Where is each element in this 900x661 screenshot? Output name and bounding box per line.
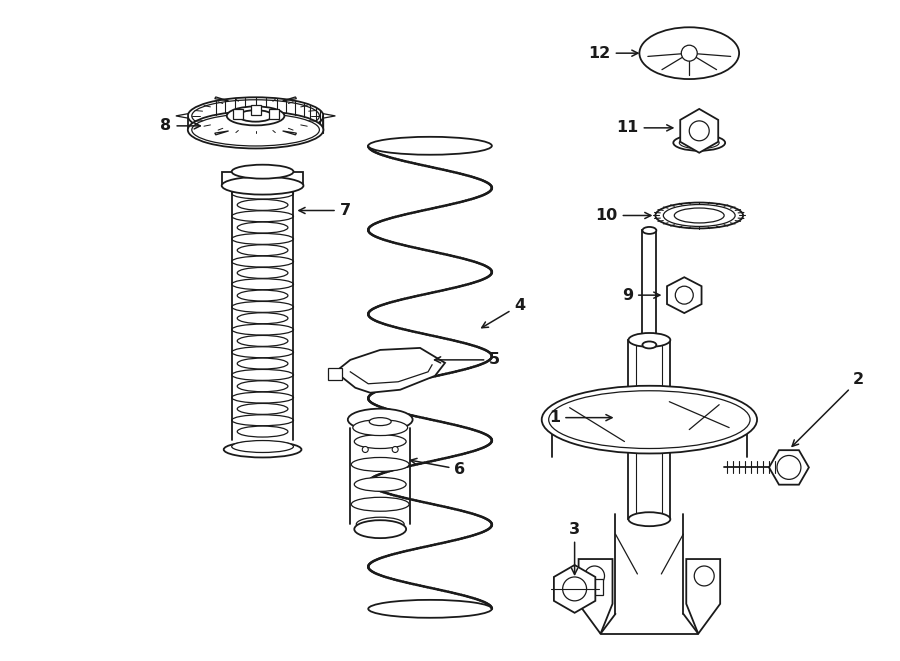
- Polygon shape: [579, 559, 613, 634]
- Polygon shape: [176, 114, 188, 118]
- Text: 2: 2: [792, 372, 864, 446]
- Ellipse shape: [542, 386, 757, 453]
- Ellipse shape: [639, 27, 739, 79]
- FancyBboxPatch shape: [250, 105, 261, 115]
- Polygon shape: [628, 340, 670, 519]
- Ellipse shape: [643, 342, 656, 348]
- Circle shape: [777, 455, 801, 479]
- Ellipse shape: [347, 408, 412, 430]
- Text: 7: 7: [299, 203, 351, 218]
- Polygon shape: [215, 97, 229, 101]
- Ellipse shape: [238, 245, 288, 256]
- Text: 10: 10: [596, 208, 651, 223]
- Polygon shape: [215, 131, 229, 135]
- Ellipse shape: [655, 202, 743, 229]
- Ellipse shape: [663, 204, 735, 227]
- Ellipse shape: [192, 114, 320, 146]
- Ellipse shape: [351, 457, 410, 471]
- Ellipse shape: [238, 313, 288, 324]
- Ellipse shape: [188, 97, 323, 135]
- Ellipse shape: [353, 420, 408, 436]
- Polygon shape: [336, 348, 445, 393]
- Polygon shape: [667, 277, 701, 313]
- Ellipse shape: [238, 110, 273, 122]
- Circle shape: [675, 286, 693, 304]
- Ellipse shape: [192, 100, 320, 132]
- Ellipse shape: [628, 512, 670, 526]
- Ellipse shape: [238, 290, 288, 301]
- Circle shape: [585, 566, 605, 586]
- Ellipse shape: [351, 497, 410, 511]
- Ellipse shape: [238, 403, 288, 414]
- FancyBboxPatch shape: [328, 368, 342, 380]
- Ellipse shape: [368, 600, 492, 618]
- Circle shape: [363, 447, 368, 453]
- Ellipse shape: [549, 391, 750, 449]
- Ellipse shape: [355, 520, 406, 538]
- Ellipse shape: [356, 517, 404, 531]
- Text: 12: 12: [589, 46, 638, 61]
- Ellipse shape: [231, 440, 293, 453]
- Ellipse shape: [231, 324, 293, 335]
- Ellipse shape: [231, 279, 293, 290]
- Polygon shape: [554, 565, 595, 613]
- Ellipse shape: [221, 176, 303, 194]
- Ellipse shape: [673, 135, 725, 151]
- Ellipse shape: [368, 137, 492, 155]
- Polygon shape: [323, 114, 336, 118]
- Ellipse shape: [227, 106, 284, 126]
- Ellipse shape: [238, 268, 288, 278]
- Ellipse shape: [231, 369, 293, 380]
- Ellipse shape: [231, 233, 293, 245]
- FancyBboxPatch shape: [587, 579, 602, 595]
- Ellipse shape: [238, 335, 288, 346]
- Ellipse shape: [238, 381, 288, 392]
- Polygon shape: [283, 131, 296, 135]
- Ellipse shape: [231, 165, 293, 178]
- Polygon shape: [283, 97, 296, 101]
- Text: 6: 6: [410, 458, 465, 477]
- Text: 9: 9: [622, 288, 660, 303]
- Text: 5: 5: [435, 352, 500, 368]
- Polygon shape: [687, 559, 720, 634]
- Polygon shape: [769, 450, 809, 485]
- Ellipse shape: [369, 418, 392, 426]
- Polygon shape: [643, 231, 656, 345]
- Circle shape: [562, 577, 587, 601]
- FancyBboxPatch shape: [268, 109, 278, 119]
- Circle shape: [681, 45, 698, 61]
- Polygon shape: [221, 172, 303, 186]
- Ellipse shape: [238, 426, 288, 437]
- Circle shape: [689, 121, 709, 141]
- Ellipse shape: [231, 301, 293, 313]
- Ellipse shape: [231, 347, 293, 358]
- Circle shape: [392, 447, 398, 453]
- Ellipse shape: [355, 477, 406, 491]
- FancyBboxPatch shape: [233, 109, 243, 119]
- Ellipse shape: [231, 256, 293, 267]
- Ellipse shape: [231, 414, 293, 426]
- Ellipse shape: [674, 208, 725, 223]
- Circle shape: [694, 566, 715, 586]
- Ellipse shape: [238, 222, 288, 233]
- Ellipse shape: [238, 358, 288, 369]
- Text: 1: 1: [549, 410, 612, 425]
- Ellipse shape: [355, 434, 406, 449]
- Ellipse shape: [224, 442, 302, 457]
- Ellipse shape: [231, 392, 293, 403]
- Ellipse shape: [643, 227, 656, 234]
- Ellipse shape: [231, 188, 293, 199]
- Text: 4: 4: [482, 297, 526, 328]
- Ellipse shape: [188, 111, 323, 149]
- Ellipse shape: [238, 200, 288, 210]
- Text: 8: 8: [160, 118, 201, 134]
- Text: 3: 3: [569, 522, 580, 574]
- Ellipse shape: [231, 211, 293, 221]
- Polygon shape: [680, 109, 718, 153]
- Ellipse shape: [680, 137, 719, 149]
- Text: 11: 11: [616, 120, 673, 136]
- Ellipse shape: [628, 333, 670, 347]
